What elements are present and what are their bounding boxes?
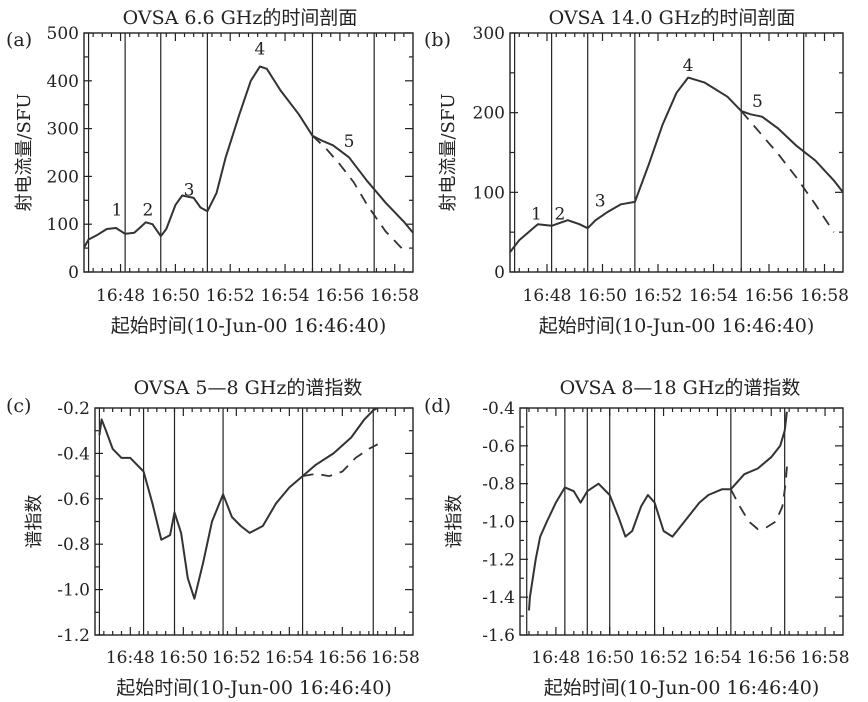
- x-tick-label: 16:58: [371, 648, 420, 668]
- x-tick-label: 16:50: [585, 648, 634, 668]
- y-axis-label: 谱指数: [24, 495, 45, 549]
- plot-frame: [83, 32, 414, 273]
- x-tick-label: 16:50: [159, 648, 208, 668]
- x-tick-label: 16:50: [151, 286, 200, 306]
- y-tick-label: 300: [473, 24, 505, 44]
- dashed-series-line: [302, 443, 379, 478]
- solid-series-line: [510, 76, 843, 255]
- chart-title: OVSA 8—18 GHz的谱指数: [560, 377, 801, 399]
- peak-annotation: 3: [595, 192, 606, 212]
- y-tick-label: -0.8: [482, 475, 515, 495]
- y-tick-label: -0.2: [57, 399, 90, 419]
- panel-label: (b): [424, 29, 451, 51]
- peak-annotation: 5: [752, 92, 763, 112]
- y-tick-label: -1.2: [57, 626, 90, 646]
- x-tick-label: 16:56: [745, 286, 794, 306]
- x-tick-label: 16:52: [634, 286, 683, 306]
- chart-panel-d: OVSA 8—18 GHz的谱指数 (d) 谱指数 -0.4 -0.6 -0.8 -1.0 -…: [424, 377, 850, 699]
- y-tick-label: 100: [47, 215, 79, 235]
- y-tick-label: -1.0: [482, 513, 515, 533]
- panel-label: (c): [6, 395, 31, 417]
- x-tick-label: 16:56: [318, 648, 367, 668]
- x-axis-label: 起始时间(10-Jun-00 16:46:40): [544, 677, 819, 699]
- y-tick-label: 500: [47, 24, 79, 44]
- chart-title: OVSA 5—8 GHz的谱指数: [134, 377, 363, 399]
- x-tick-label: 16:48: [96, 286, 145, 306]
- solid-series-line: [84, 65, 413, 250]
- x-tick-label: 16:54: [261, 286, 310, 306]
- chart-panel-b: OVSA 14.0 GHz的时间剖面 (b) 射电流量/SFU 0 100 200 300 1…: [424, 7, 849, 337]
- y-tick-label: 200: [473, 104, 505, 124]
- y-axis-label: 射电流量/SFU: [14, 93, 35, 211]
- x-tick-label: 16:52: [212, 648, 261, 668]
- x-tick-label: 16:54: [693, 648, 742, 668]
- dashed-series-line: [740, 110, 835, 233]
- x-tick-label: 16:48: [106, 648, 155, 668]
- x-axis-label: 起始时间(10-Jun-00 16:46:40): [539, 315, 814, 337]
- x-tick-label: 16:50: [578, 286, 627, 306]
- y-axis-label: 射电流量/SFU: [438, 93, 459, 211]
- peak-annotation: 2: [555, 204, 566, 224]
- y-tick-label: 100: [473, 183, 505, 203]
- plot-frame: [509, 32, 844, 273]
- plot-frame: [519, 407, 844, 636]
- chart-panel-c: OVSA 5—8 GHz的谱指数 (c) 谱指数 -0.2 -0.4 -0.6 -0.8 -1…: [6, 377, 420, 699]
- x-tick-label: 16:56: [315, 286, 364, 306]
- y-tick-label: 300: [47, 120, 79, 140]
- x-tick-label: 16:48: [531, 648, 580, 668]
- x-tick-label: 16:54: [689, 286, 738, 306]
- x-tick-label: 16:58: [370, 286, 419, 306]
- x-axis-label: 起始时间(10-Jun-00 16:46:40): [116, 677, 391, 699]
- y-tick-label: -1.2: [482, 550, 515, 570]
- peak-annotation: 1: [531, 204, 542, 224]
- y-tick-label: -1.6: [482, 626, 515, 646]
- y-tick-label: -0.6: [57, 490, 90, 510]
- y-tick-label: -1.4: [482, 588, 515, 608]
- dashed-series-line: [730, 460, 789, 531]
- panel-label: (a): [6, 29, 32, 51]
- y-tick-label: 200: [47, 167, 79, 187]
- solid-series-line: [528, 411, 788, 611]
- x-tick-label: 16:48: [523, 286, 572, 306]
- y-tick-label: -0.8: [57, 535, 90, 555]
- y-tick-label: -1.0: [57, 581, 90, 601]
- y-tick-label: 400: [47, 72, 79, 92]
- x-tick-label: 16:52: [206, 286, 255, 306]
- dashed-series-line: [311, 135, 405, 252]
- x-tick-label: 16:56: [747, 648, 796, 668]
- x-tick-label: 16:52: [639, 648, 688, 668]
- y-tick-label: 0: [68, 263, 79, 283]
- peak-annotation: 3: [184, 181, 195, 201]
- peak-annotation: 2: [143, 201, 154, 221]
- chart-title: OVSA 14.0 GHz的时间剖面: [549, 7, 796, 29]
- plot-frame: [94, 407, 414, 636]
- peak-annotation: 5: [344, 132, 355, 152]
- y-tick-label: -0.4: [57, 444, 90, 464]
- panel-label: (d): [424, 395, 451, 417]
- y-tick-label: -0.6: [482, 437, 515, 457]
- x-tick-label: 16:58: [801, 648, 850, 668]
- peak-annotation: 1: [111, 201, 122, 221]
- y-tick-label: -0.4: [482, 399, 515, 419]
- chart-title: OVSA 6.6 GHz的时间剖面: [123, 7, 358, 29]
- x-tick-label: 16:54: [265, 648, 314, 668]
- y-axis-label: 谱指数: [444, 495, 465, 549]
- x-axis-label: 起始时间(10-Jun-00 16:46:40): [111, 315, 386, 337]
- peak-annotation: 4: [683, 56, 694, 76]
- x-tick-label: 16:58: [800, 286, 849, 306]
- chart-panel-a: OVSA 6.6 GHz的时间剖面 (a) 射电流量/SFU 0 100 200 300 40…: [6, 7, 419, 337]
- solid-series-line: [98, 408, 379, 600]
- peak-annotation: 4: [255, 40, 266, 60]
- y-tick-label: 0: [494, 263, 505, 283]
